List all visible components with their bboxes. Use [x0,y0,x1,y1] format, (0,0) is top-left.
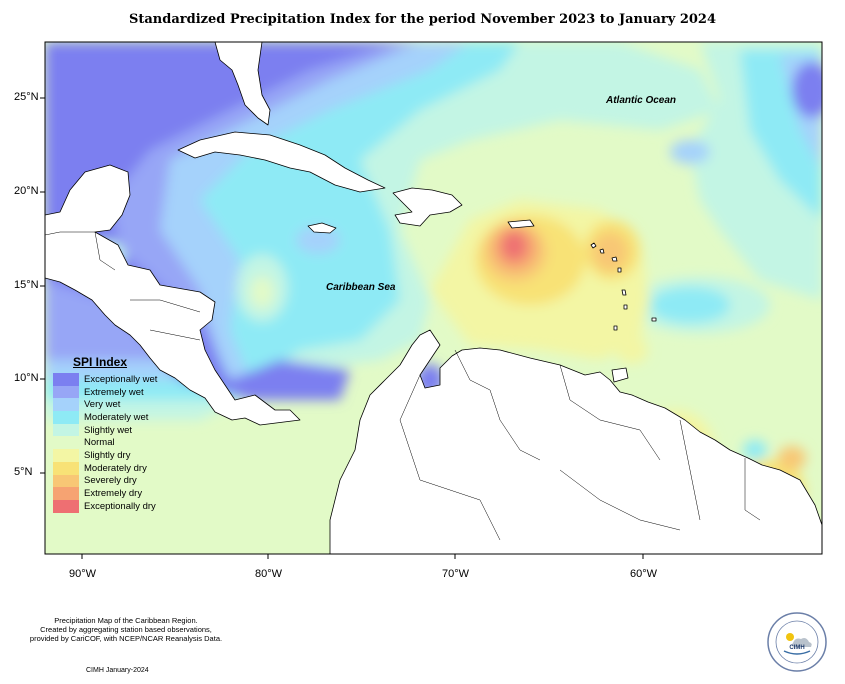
legend-label: Slightly wet [84,424,133,436]
lon-label-80w: 80°W [255,568,283,580]
lon-label-60w: 60°W [630,568,658,580]
map-title: Standardized Precipitation Index for the… [128,12,716,27]
map-frame [44,41,823,555]
lat-label-20n: 20°N [14,185,39,197]
legend-swatch [53,449,79,462]
caribbean-sea-label: Caribbean Sea [326,282,396,293]
lat-label-25n: 25°N [14,91,39,103]
lon-label-70w: 70°W [442,568,470,580]
footer-line-1: Precipitation Map of the Caribbean Regio… [54,616,198,625]
central-america-land [45,164,301,426]
legend-item: Slightly dry [53,449,173,462]
trinidad-land [611,367,629,383]
legend-item: Severely dry [53,474,173,488]
legend-swatch [53,423,79,437]
legend-label: Extremely dry [84,488,143,500]
footer-line-3: provided by CariCOF, with NCEP/NCAR Rean… [29,634,223,643]
legend-item: Exceptionally dry [53,499,173,513]
legend-item: Slightly wet [53,423,173,437]
legend-item: Extremely wet [53,385,173,399]
legend-label: Moderately dry [84,462,147,474]
legend-swatch [53,487,79,500]
legend-label: Extremely wet [84,386,144,398]
footer-date: CIMH January-2024 [86,667,149,674]
legend-swatch [53,385,79,399]
footer-notes: Precipitation Map of the Caribbean Regio… [16,616,236,643]
legend-label: Severely dry [84,475,137,487]
legend-label: Moderately wet [84,411,149,423]
lat-label-10n: 10°N [14,372,39,384]
legend-item: Extremely dry [53,487,173,500]
lon-label-90w: 90°W [69,568,97,580]
legend-swatch [53,474,79,488]
footer-line-2: Created by aggregating station based obs… [40,625,212,634]
legend-label: Very wet [84,399,121,411]
legend-item: Exceptionally wet [53,373,173,386]
legend-swatch [53,398,79,412]
legend-swatch [53,373,79,386]
legend-swatch [53,436,79,450]
sun-icon [786,633,794,641]
legend-item: Moderately wet [53,411,173,424]
atlantic-ocean-label: Atlantic Ocean [605,95,676,106]
lat-label-15n: 15°N [14,279,39,291]
cuba-land [177,131,386,193]
legend-swatch [53,411,79,424]
legend-item: Normal [53,436,173,450]
puerto-rico-land [507,219,535,229]
legend-swatch [53,499,79,513]
legend-swatch [53,461,79,475]
spi-legend: SPI Index Exceptionally wet Extremely wet… [53,355,173,513]
south-america-land [329,329,822,554]
legend-item: Very wet [53,398,173,412]
cloud-icon [791,638,812,647]
legend-label: Normal [84,437,115,449]
hispaniola-land [392,187,463,227]
florida-land [214,42,271,126]
lat-label-5n: 5°N [14,466,33,478]
legend-item: Moderately dry [53,461,173,475]
legend-label: Slightly dry [84,449,131,461]
legend-label: Exceptionally dry [84,500,156,512]
logo-text: CIMH [789,645,804,651]
legend-title: SPI Index [73,355,128,369]
cimh-logo: CIMH [767,612,827,672]
jamaica-land [307,222,337,234]
dry-core-puerto-rico [502,232,526,260]
legend-label: Exceptionally wet [84,373,158,385]
